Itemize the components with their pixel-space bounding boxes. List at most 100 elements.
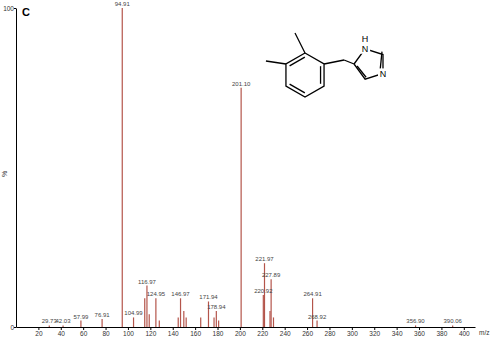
peak-label: 171.94 (199, 294, 218, 300)
peak (144, 298, 145, 327)
y-tick: 100 (3, 5, 16, 12)
peak (241, 88, 242, 327)
methylene-bond (344, 60, 354, 64)
title: C (22, 6, 30, 18)
atom-labels: HNN (360, 34, 388, 79)
methylene-bond (324, 60, 344, 64)
peaks (49, 8, 452, 327)
peak-label: 220.92 (254, 288, 273, 294)
x-tick-label: 320 (369, 330, 380, 337)
y-tick-mark (14, 8, 16, 9)
peak (200, 317, 201, 327)
peak-labels: 29.7342.0357.9976.9194.91104.99116.97124… (42, 1, 463, 324)
x-tick-label: 380 (436, 330, 447, 337)
peak (180, 298, 181, 327)
x-tick: 140 (168, 327, 179, 337)
peak (149, 314, 150, 327)
x-tick: 320 (369, 327, 380, 337)
x-tick: 40 (58, 327, 66, 337)
x-tick-label: 200 (235, 330, 246, 337)
y-tick-mark (14, 327, 16, 328)
benzene-ring (286, 53, 324, 97)
x-tick-label: 280 (325, 330, 336, 337)
peak-label: 264.91 (303, 291, 322, 297)
peak (133, 317, 134, 327)
peak-label: 221.97 (255, 256, 274, 262)
peak (186, 317, 187, 327)
peak (271, 279, 272, 327)
y-tick: 0 (10, 324, 16, 331)
y-tick-label: 0 (10, 324, 14, 331)
x-tick-label: 140 (168, 330, 179, 337)
peak-label: 146.97 (171, 291, 190, 297)
peak (178, 317, 179, 327)
structure (266, 33, 383, 97)
chart: 2040608010012014016018020022024026028030… (0, 0, 500, 339)
peak (155, 298, 156, 327)
peak-label: 390.06 (443, 318, 462, 324)
x-axis-line (17, 327, 476, 328)
x-tick: 100 (123, 327, 134, 337)
peak-label: 124.95 (147, 291, 166, 297)
peak (316, 321, 317, 327)
peak (218, 321, 219, 327)
x-tick-label: 360 (414, 330, 425, 337)
x-tick: 180 (213, 327, 224, 337)
peak (213, 317, 214, 327)
double-bond (357, 66, 366, 77)
peak (452, 325, 453, 327)
y-axis-line (16, 9, 17, 328)
peak-label: 356.90 (406, 318, 425, 324)
peak (102, 319, 103, 327)
x-tick-label: 220 (257, 330, 268, 337)
x-tick: 60 (80, 327, 88, 337)
y-axis: 0 100 (3, 5, 16, 331)
peak (80, 321, 81, 327)
x-tick-label: 120 (145, 330, 156, 337)
x-tick-label: 20 (35, 330, 43, 337)
peak (62, 325, 63, 327)
double-bond (290, 84, 305, 93)
x-tick-label: 60 (80, 330, 88, 337)
x-tick: 380 (436, 327, 447, 337)
peak-label: 104.99 (124, 310, 143, 316)
x-tick: 200 (235, 327, 246, 337)
x-tick: 120 (145, 327, 156, 337)
y-tick-label: 100 (3, 5, 14, 12)
x-tick: 160 (190, 327, 201, 337)
peak-label: 76.91 (95, 312, 111, 318)
atom-bg (378, 68, 388, 78)
x-tick-label: 260 (302, 330, 313, 337)
peak-label: 94.91 (115, 1, 131, 7)
double-bond (290, 57, 305, 66)
atom-label: H (362, 34, 369, 44)
peak (415, 325, 416, 327)
peak (122, 8, 123, 327)
peak (263, 295, 264, 327)
y-axis-label: % (1, 171, 8, 177)
peak-label: 268.92 (308, 314, 327, 320)
peak (159, 321, 160, 327)
atom-bg (360, 44, 370, 54)
x-tick-label: 300 (347, 330, 358, 337)
double-bond (320, 66, 321, 84)
x-tick: 280 (325, 327, 336, 337)
x-tick: 220 (257, 327, 268, 337)
peak-label: 42.03 (56, 318, 72, 324)
x-tick: 400 (459, 327, 470, 337)
peak-label: 57.99 (73, 314, 89, 320)
x-tick-label: 160 (190, 330, 201, 337)
x-tick: 340 (392, 327, 403, 337)
atom-label: N (362, 44, 369, 54)
peak (49, 325, 50, 327)
x-tick: 260 (302, 327, 313, 337)
peak-label: 116.97 (138, 279, 157, 285)
peak-label: 227.89 (262, 272, 281, 278)
x-tick-label: 340 (392, 330, 403, 337)
methyl-bond (266, 61, 286, 64)
x-axis: 2040608010012014016018020022024026028030… (17, 327, 476, 337)
x-tick-label: 240 (280, 330, 291, 337)
peak-label: 201.10 (232, 81, 251, 87)
x-tick-label: 180 (213, 330, 224, 337)
peak (183, 311, 184, 327)
